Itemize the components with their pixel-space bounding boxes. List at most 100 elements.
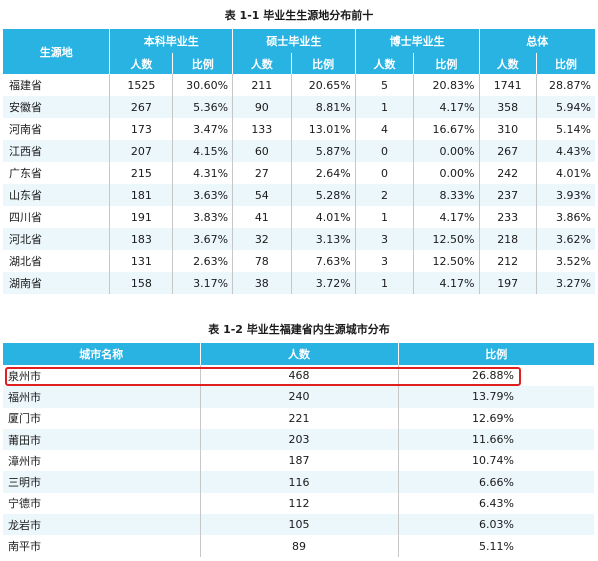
region-cell: 河北省 xyxy=(3,228,111,250)
count-cell: 207 xyxy=(109,140,174,162)
ratio-cell: 3.63% xyxy=(172,184,234,206)
table-row: 河北省 183 3.67% 32 3.13% 3 12.50% 218 3.62% xyxy=(3,228,595,250)
count-cell: 131 xyxy=(109,250,174,272)
ratio-cell: 3.17% xyxy=(172,272,234,294)
ratio-cell: 13.01% xyxy=(291,118,356,140)
count-cell: 310 xyxy=(479,118,537,140)
table-row: 湖南省 158 3.17% 38 3.72% 1 4.17% 197 3.27% xyxy=(3,272,595,294)
table-row: 江西省 207 4.15% 60 5.87% 0 0.00% 267 4.43% xyxy=(3,140,595,162)
region-cell: 福建省 xyxy=(3,74,111,96)
city-cell: 泉州市 xyxy=(3,365,201,387)
ratio-cell: 5.87% xyxy=(291,140,356,162)
col-header-region: 生源地 xyxy=(3,29,111,74)
table-row: 莆田市 203 11.66% xyxy=(3,428,594,451)
region-cell: 安徽省 xyxy=(3,96,111,118)
ratio-cell: 5.94% xyxy=(536,96,595,118)
table-row: 龙岩市 105 6.03% xyxy=(3,514,594,536)
ratio-cell: 26.88% xyxy=(398,365,594,387)
ratio-cell: 6.03% xyxy=(398,514,594,536)
table-row: 福州市 240 13.79% xyxy=(3,386,594,408)
ratio-cell: 3.27% xyxy=(536,272,595,294)
count-cell: 1525 xyxy=(109,74,174,96)
ratio-cell: 20.65% xyxy=(291,74,356,96)
col-header-total: 总体 xyxy=(479,29,595,53)
ratio-cell: 13.79% xyxy=(398,386,594,408)
count-cell: 183 xyxy=(109,228,174,250)
table2-caption: 表 1-2 毕业生福建省内生源城市分布 xyxy=(208,323,390,336)
count-cell: 240 xyxy=(200,386,399,408)
ratio-cell: 10.74% xyxy=(398,450,594,472)
count-cell: 3 xyxy=(355,250,415,272)
col-header-city: 城市名称 xyxy=(3,343,201,365)
ratio-cell: 0.00% xyxy=(413,162,480,184)
ratio-cell: 3.62% xyxy=(536,228,595,250)
count-cell: 105 xyxy=(200,514,399,536)
ratio-cell: 4.43% xyxy=(536,140,595,162)
table-row: 山东省 181 3.63% 54 5.28% 2 8.33% 237 3.93% xyxy=(3,184,595,206)
col-header-ratio: 比例 xyxy=(536,53,595,74)
count-cell: 133 xyxy=(232,118,292,140)
count-cell: 212 xyxy=(479,250,537,272)
count-cell: 1 xyxy=(355,96,415,118)
ratio-cell: 5.14% xyxy=(536,118,595,140)
table-row: 三明市 116 6.66% xyxy=(3,471,594,493)
city-cell: 南平市 xyxy=(3,535,201,557)
ratio-cell: 3.47% xyxy=(172,118,234,140)
region-cell: 山东省 xyxy=(3,184,111,206)
ratio-cell: 5.11% xyxy=(398,535,594,557)
count-cell: 203 xyxy=(200,428,399,451)
count-cell: 211 xyxy=(232,74,292,96)
table-row: 福建省 1525 30.60% 211 20.65% 5 20.83% 1741 28.87% xyxy=(3,74,595,96)
table-row: 厦门市 221 12.69% xyxy=(3,407,594,429)
col-header-count: 人数 xyxy=(109,53,174,74)
ratio-cell: 30.60% xyxy=(172,74,234,96)
col-header-master: 硕士毕业生 xyxy=(232,29,356,53)
count-cell: 0 xyxy=(355,162,415,184)
ratio-cell: 4.31% xyxy=(172,162,234,184)
col-header-ratio: 比例 xyxy=(291,53,356,74)
ratio-cell: 6.66% xyxy=(398,471,594,493)
ratio-cell: 5.36% xyxy=(172,96,234,118)
count-cell: 0 xyxy=(355,140,415,162)
ratio-cell: 7.63% xyxy=(291,250,356,272)
count-cell: 27 xyxy=(232,162,292,184)
ratio-cell: 6.43% xyxy=(398,492,594,515)
city-cell: 厦门市 xyxy=(3,407,201,429)
region-cell: 四川省 xyxy=(3,206,111,228)
ratio-cell: 16.67% xyxy=(413,118,480,140)
ratio-cell: 3.83% xyxy=(172,206,234,228)
count-cell: 54 xyxy=(232,184,292,206)
table-row: 漳州市 187 10.74% xyxy=(3,450,594,472)
ratio-cell: 12.50% xyxy=(413,250,480,272)
count-cell: 173 xyxy=(109,118,174,140)
col-header-count: 人数 xyxy=(232,53,292,74)
city-cell: 漳州市 xyxy=(3,450,201,472)
region-cell: 河南省 xyxy=(3,118,111,140)
count-cell: 32 xyxy=(232,228,292,250)
ratio-cell: 28.87% xyxy=(536,74,595,96)
table-row: 四川省 191 3.83% 41 4.01% 1 4.17% 233 3.86% xyxy=(3,206,595,228)
table-row: 湖北省 131 2.63% 78 7.63% 3 12.50% 212 3.52% xyxy=(3,250,595,272)
region-cell: 湖北省 xyxy=(3,250,111,272)
city-cell: 三明市 xyxy=(3,471,201,493)
count-cell: 112 xyxy=(200,492,399,515)
col-header-count: 人数 xyxy=(200,343,399,365)
col-header-ratio: 比例 xyxy=(172,53,234,74)
city-cell: 莆田市 xyxy=(3,428,201,451)
count-cell: 267 xyxy=(109,96,174,118)
ratio-cell: 4.15% xyxy=(172,140,234,162)
count-cell: 187 xyxy=(200,450,399,472)
count-cell: 358 xyxy=(479,96,537,118)
ratio-cell: 12.50% xyxy=(413,228,480,250)
ratio-cell: 3.67% xyxy=(172,228,234,250)
col-header-undergrad: 本科毕业生 xyxy=(109,29,234,53)
count-cell: 1 xyxy=(355,206,415,228)
fujian-city-table: 城市名称 人数 比例 泉州市 468 26.88% 福州市 240 13.79% 厦门市 22… xyxy=(3,343,594,557)
graduate-origin-table: 生源地 本科毕业生 硕士毕业生 博士毕业生 总体 人数 比例 人数 比例 人数 … xyxy=(3,29,595,294)
ratio-cell: 3.93% xyxy=(536,184,595,206)
ratio-cell: 3.72% xyxy=(291,272,356,294)
table-row: 河南省 173 3.47% 133 13.01% 4 16.67% 310 5.14% xyxy=(3,118,595,140)
ratio-cell: 20.83% xyxy=(413,74,480,96)
col-header-doctor: 博士毕业生 xyxy=(355,29,480,53)
ratio-cell: 8.33% xyxy=(413,184,480,206)
